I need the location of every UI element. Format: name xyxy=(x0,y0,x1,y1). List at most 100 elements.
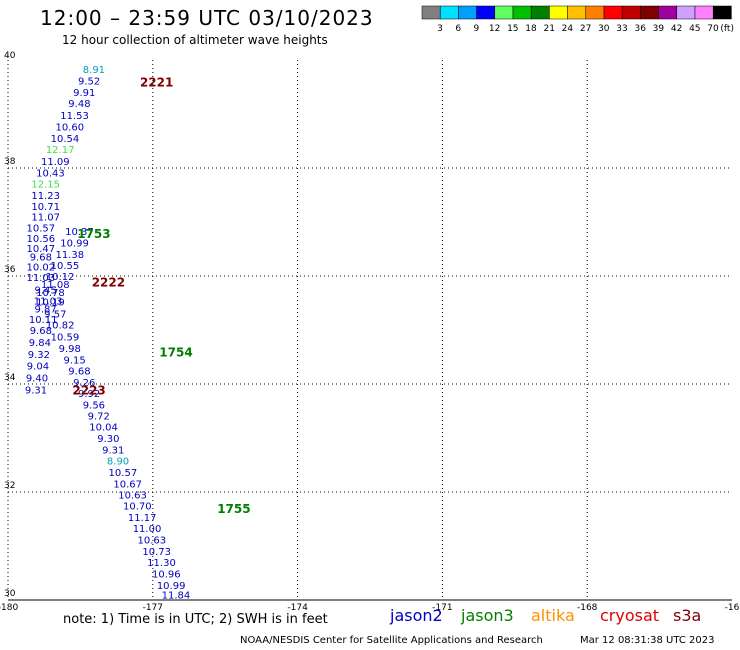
color-scale-label: 70 xyxy=(707,24,719,34)
color-scale-label: 9 xyxy=(474,24,480,34)
wave-height-value: 9.31 xyxy=(102,445,124,456)
wave-height-value: 9.98 xyxy=(59,344,81,355)
wave-height-value: 12.17 xyxy=(46,145,75,156)
x-tick-label: -180 xyxy=(0,603,18,613)
chart-title: 12:00 – 23:59 UTC 03/10/2023 xyxy=(40,6,374,30)
wave-height-value: 10.73 xyxy=(142,547,171,558)
x-tick-label: -171 xyxy=(432,603,452,613)
pass-time-label: 2221 xyxy=(140,76,173,90)
wave-height-value: 10.55 xyxy=(51,261,80,272)
wave-height-value: 9.72 xyxy=(88,411,110,422)
satellite-label-jason2: jason2 xyxy=(390,606,443,625)
wave-height-value: 10.54 xyxy=(51,134,80,145)
wave-height-value: 10.96 xyxy=(152,570,181,581)
wave-height-value: 11.03 xyxy=(34,296,63,307)
wave-height-value: 10.56 xyxy=(27,234,56,245)
wave-height-value: 10.82 xyxy=(46,321,75,332)
color-scale-label: 6 xyxy=(455,24,461,34)
satellite-label-altika: altika xyxy=(531,606,575,625)
x-tick-label: -177 xyxy=(143,603,163,613)
pass-time-label: 1754 xyxy=(159,346,192,360)
wave-height-value: 10.99 xyxy=(157,581,186,592)
x-tick-label: -174 xyxy=(287,603,308,613)
wave-height-value: 11.03 xyxy=(27,273,56,284)
wave-height-value: 11.07 xyxy=(31,213,60,224)
wave-height-value: 11.38 xyxy=(55,250,84,261)
chart-subtitle: 12 hour collection of altimeter wave hei… xyxy=(62,33,328,47)
satellite-label-jason3: jason3 xyxy=(461,606,514,625)
x-tick-label: -16 xyxy=(725,603,740,613)
wave-height-value: 9.48 xyxy=(68,99,90,110)
wave-height-value: 10.71 xyxy=(31,202,60,213)
wave-height-value: 12.15 xyxy=(31,180,60,191)
wave-height-value: 10.37 xyxy=(65,227,94,238)
wave-height-value: 10.11 xyxy=(29,315,58,326)
color-scale-label: 33 xyxy=(616,24,627,34)
pass-time-label: 1755 xyxy=(217,502,250,516)
wave-height-value: 10.19 xyxy=(36,297,65,308)
wave-height-value: 9.57 xyxy=(44,309,66,320)
y-tick-label: 38 xyxy=(4,157,16,167)
wave-height-value: 8.90 xyxy=(107,457,129,468)
wave-height-value: 10.99 xyxy=(60,239,89,250)
color-scale-label: 24 xyxy=(562,24,574,34)
satellite-label-cryosat: cryosat xyxy=(600,606,660,625)
wave-height-value: 9.84 xyxy=(29,338,51,349)
wave-height-value: 9.68 xyxy=(30,253,52,264)
wave-height-value: 10.57 xyxy=(109,468,138,479)
color-scale-label: 27 xyxy=(580,24,591,34)
wave-height-value: 11.09 xyxy=(41,157,70,168)
wave-height-value: 11.84 xyxy=(162,591,191,602)
color-scale-legend: 3 6 9 12 15 18 21 24 27 30 33 36 39 42 45 70 (ft) xyxy=(421,5,734,34)
footer-note: note: 1) Time is in UTC; 2) SWH is in fe… xyxy=(63,612,328,627)
color-scale-swatch xyxy=(712,5,732,20)
color-scale-label: 45 xyxy=(689,24,700,34)
wave-height-value: 9.91 xyxy=(73,88,95,99)
wave-height-value: 10.59 xyxy=(51,332,80,343)
color-scale-label: 12 xyxy=(489,24,500,34)
y-tick-label: 30 xyxy=(4,589,16,599)
wave-height-value: 9.31 xyxy=(25,385,47,396)
wave-height-value: 10.63 xyxy=(138,536,167,547)
wave-height-value: 9.52 xyxy=(78,77,100,88)
color-scale-label: 3 xyxy=(437,24,443,34)
wave-height-value: 10.60 xyxy=(55,122,84,133)
wave-height-value: 9.26 xyxy=(73,378,95,389)
x-tick-label: -168 xyxy=(577,603,598,613)
wave-height-value: 10.47 xyxy=(27,244,56,255)
wave-height-value: 10.63 xyxy=(118,491,147,502)
wave-height-value: 10.70 xyxy=(123,502,152,513)
wave-height-value: 9.68 xyxy=(30,326,52,337)
wave-height-value: 9.30 xyxy=(97,434,119,445)
color-scale-label: 36 xyxy=(634,24,646,34)
wave-height-value: 11.30 xyxy=(147,558,176,569)
color-scale-label: 30 xyxy=(598,24,610,34)
wave-height-value: 9.40 xyxy=(26,374,48,385)
pass-time-label: 2223 xyxy=(72,383,105,397)
wave-height-value: 9.32 xyxy=(28,350,50,361)
color-scale-label: 21 xyxy=(543,24,554,34)
y-tick-label: 40 xyxy=(4,51,16,61)
wave-height-value: 9.15 xyxy=(63,356,85,367)
wave-height-value: 10.43 xyxy=(36,168,65,179)
wave-height-value: 11.00 xyxy=(133,524,162,535)
y-tick-label: 32 xyxy=(4,481,15,491)
pass-time-label: 1753 xyxy=(77,227,110,241)
y-tick-label: 34 xyxy=(4,373,16,383)
wave-height-value: 11.08 xyxy=(41,280,70,291)
wave-height-value: 9.92 xyxy=(78,389,100,400)
wave-height-value: 9.04 xyxy=(27,362,49,373)
color-scale-label: 42 xyxy=(671,24,682,34)
footer-credit: NOAA/NESDIS Center for Satellite Applica… xyxy=(240,635,543,646)
pass-time-label: 2222 xyxy=(92,275,125,289)
color-scale-label: 39 xyxy=(653,24,665,34)
wave-height-value: 9.68 xyxy=(68,367,90,378)
wave-height-value: 8.91 xyxy=(83,65,105,76)
wave-height-value: 11.23 xyxy=(31,191,60,202)
wave-height-value: 10.67 xyxy=(113,479,142,490)
color-scale-label: (ft) xyxy=(720,24,734,34)
color-scale-label: 18 xyxy=(525,24,537,34)
satellite-label-s3a: s3a xyxy=(673,606,702,625)
wave-height-value: 11.53 xyxy=(60,111,89,122)
